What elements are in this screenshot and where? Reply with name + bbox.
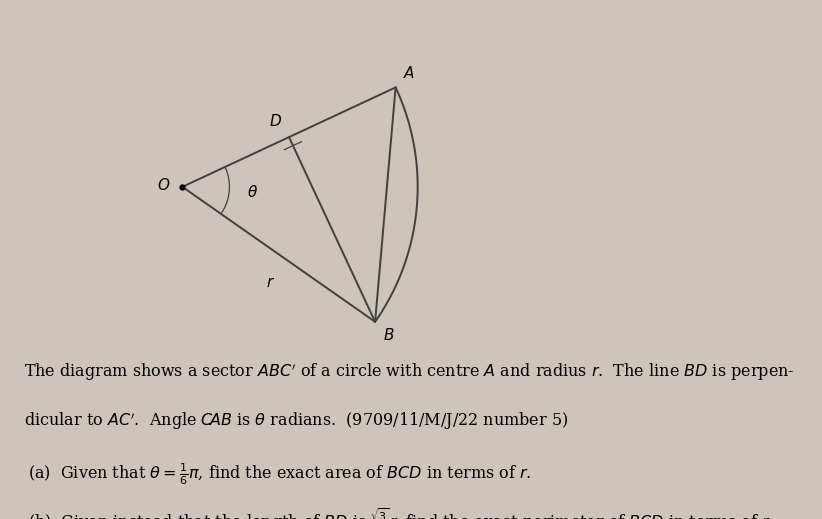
Text: dicular to $AC'$.  Angle $C\!AB$ is $\theta$ radians.  (9709/11/M/J/22 number 5): dicular to $AC'$. Angle $C\!AB$ is $\the…: [25, 411, 569, 432]
Text: A: A: [404, 66, 414, 81]
Text: B: B: [383, 329, 394, 344]
Text: (a)  Given that $\theta = \frac{1}{6}\pi$, find the exact area of $BCD$ in terms: (a) Given that $\theta = \frac{1}{6}\pi$…: [29, 461, 532, 487]
Text: O: O: [157, 177, 169, 193]
Text: θ: θ: [248, 185, 257, 200]
Text: D: D: [270, 114, 282, 129]
Text: (b)  Given instead that the length of $BD$ is $\frac{\sqrt{3}}{2}r$, find the ex: (b) Given instead that the length of $BD…: [29, 506, 774, 519]
Text: r: r: [266, 275, 272, 290]
Text: The diagram shows a sector $ABC'$ of a circle with centre $A$ and radius $r$.  T: The diagram shows a sector $ABC'$ of a c…: [25, 361, 795, 383]
